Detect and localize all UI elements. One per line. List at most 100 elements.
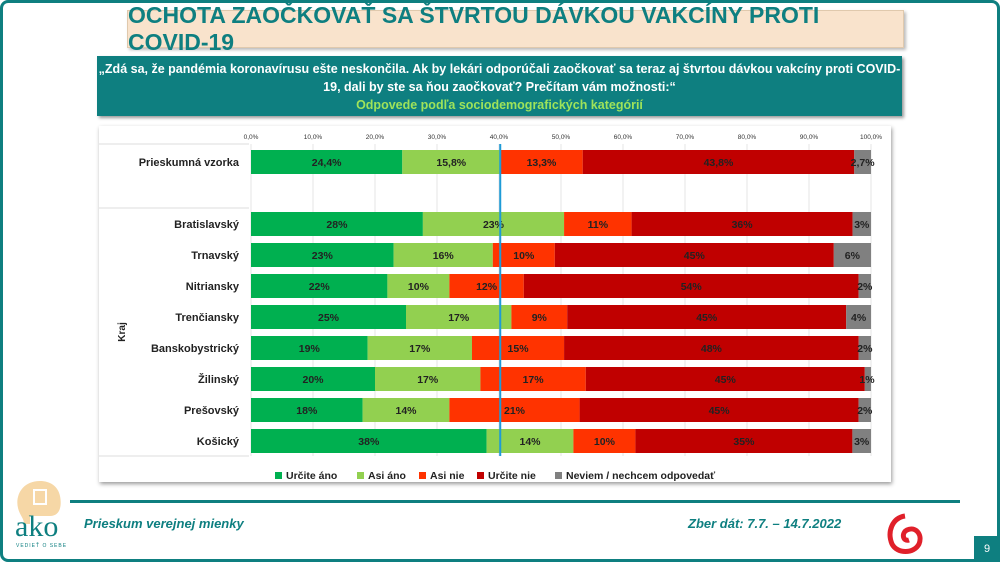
question-text: „Zdá sa, že pandémia koronavírusu ešte n… (98, 62, 901, 94)
data-label: 2,7% (851, 157, 876, 169)
bar-segment (631, 212, 853, 236)
data-label: 17% (409, 343, 431, 355)
x-tick-label: 100,0% (860, 134, 882, 141)
data-label: 54% (681, 281, 703, 293)
x-tick-label: 60,0% (614, 134, 633, 141)
legend-label: Určite nie (488, 470, 536, 482)
bar-segment (251, 367, 375, 391)
bar-segment (864, 367, 871, 391)
data-label: 13,3% (527, 157, 557, 169)
x-tick-label: 10,0% (304, 134, 323, 141)
category-label: Banskobystrický (151, 343, 240, 355)
question-box: „Zdá sa, že pandémia koronavírusu ešte n… (97, 56, 902, 116)
data-label: 25% (318, 312, 340, 324)
data-label: 6% (845, 250, 861, 262)
legend-swatch (357, 472, 364, 479)
data-label: 45% (715, 374, 737, 386)
data-label: 45% (709, 405, 731, 417)
data-label: 17% (523, 374, 545, 386)
data-label: 28% (326, 219, 348, 231)
data-label: 3% (854, 436, 870, 448)
bar-segment (858, 336, 871, 360)
bar-segment (362, 398, 450, 422)
data-label: 3% (854, 219, 870, 231)
bar-segment (582, 150, 855, 174)
bar-segment (492, 243, 555, 267)
bar-segment (402, 150, 501, 174)
bar-segment (858, 398, 871, 422)
x-tick-label: 0,0% (244, 134, 259, 141)
bar-segment (251, 212, 423, 236)
data-label: 10% (594, 436, 616, 448)
logo-text: ako (15, 510, 59, 543)
x-tick-label: 90,0% (800, 134, 819, 141)
bar-segment (567, 305, 847, 329)
bar-segment (387, 274, 450, 298)
data-label: 35% (733, 436, 755, 448)
bar-segment (422, 212, 565, 236)
data-label: 19% (299, 343, 321, 355)
footer-divider (70, 500, 960, 503)
category-label: Bratislavský (174, 219, 240, 231)
data-label: 15% (508, 343, 530, 355)
bar-segment (251, 274, 388, 298)
bar-segment (367, 336, 472, 360)
group-axis-label: Kraj (117, 322, 128, 342)
data-label: 16% (433, 250, 455, 262)
bar-segment (858, 274, 871, 298)
data-label: 11% (588, 219, 609, 231)
logo-tagline: VEDIEŤ O SEBE (16, 543, 68, 549)
legend-swatch (477, 472, 484, 479)
data-label: 38% (358, 436, 380, 448)
spiral-logo-icon (887, 513, 923, 554)
data-label: 10% (408, 281, 430, 293)
x-tick-label: 50,0% (552, 134, 571, 141)
bar-segment (471, 336, 565, 360)
bar-segment (375, 367, 481, 391)
legend-label: Určite áno (286, 470, 337, 482)
category-label: Košický (197, 436, 240, 448)
data-label: 14% (519, 436, 541, 448)
data-label: 14% (395, 405, 417, 417)
legend-label: Neviem / nechcem odpovedať (566, 470, 716, 482)
legend-label: Asi áno (368, 470, 406, 482)
data-label: 9% (532, 312, 548, 324)
data-label: 22% (309, 281, 331, 293)
bar-segment (833, 243, 871, 267)
category-label: Trenčiansky (175, 312, 239, 324)
data-label: 23% (483, 219, 505, 231)
data-label: 1% (859, 374, 875, 386)
data-label: 2% (857, 343, 873, 355)
data-label: 45% (696, 312, 718, 324)
bar-segment (564, 212, 632, 236)
data-label: 2% (857, 405, 873, 417)
data-label: 45% (684, 250, 706, 262)
data-label: 10% (513, 250, 535, 262)
bar-segment (500, 150, 583, 174)
data-label: 20% (302, 374, 324, 386)
bar-segment (579, 398, 859, 422)
bar-segment (449, 274, 524, 298)
page-number: 9 (974, 536, 1000, 562)
bar-segment (251, 243, 394, 267)
category-label: Prieskumná vzorka (139, 157, 240, 169)
bar-segment (554, 243, 834, 267)
category-label: Nitriansky (186, 281, 240, 293)
footer-date: Zber dát: 7.7. – 14.7.2022 (688, 516, 842, 531)
bar-segment (406, 305, 512, 329)
bar-segment (480, 367, 586, 391)
data-label: 21% (504, 405, 526, 417)
category-label: Žilinský (198, 373, 240, 386)
legend-swatch (555, 472, 562, 479)
data-label: 2% (857, 281, 873, 293)
legend-label: Asi nie (430, 470, 465, 482)
bar-segment (251, 150, 403, 174)
bar-segment (511, 305, 568, 329)
bar-segment (393, 243, 493, 267)
footer-survey-label: Prieskum verejnej mienky (84, 516, 244, 531)
bar-segment (585, 367, 865, 391)
data-label: 24,4% (312, 157, 342, 169)
x-tick-label: 70,0% (676, 134, 695, 141)
data-label: 18% (296, 405, 318, 417)
title-box: OCHOTA ZAOČKOVAŤ SA ŠTVRTOU DÁVKOU VAKCÍ… (127, 2, 904, 55)
